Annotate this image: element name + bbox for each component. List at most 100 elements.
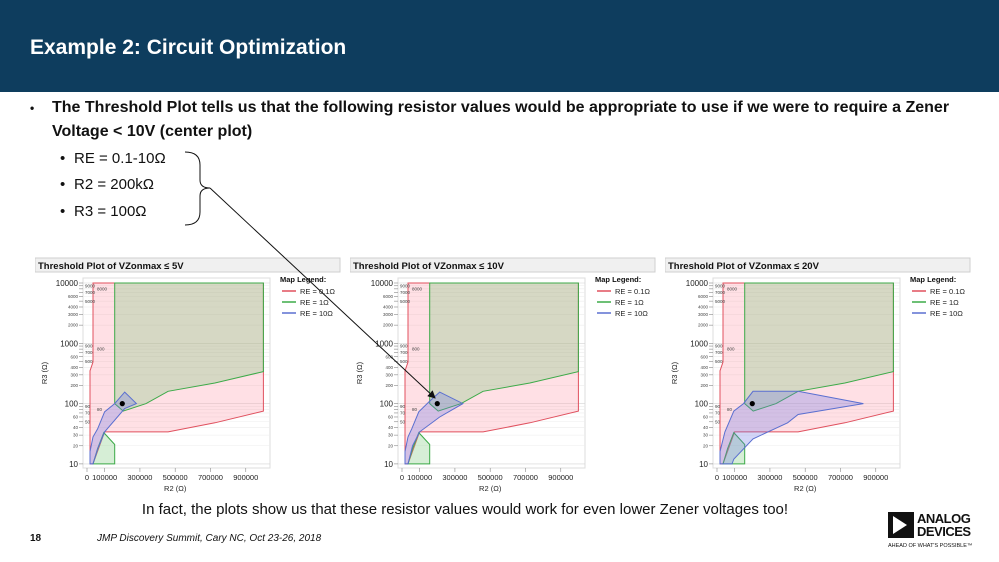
y-minor-tick-label: 60: [703, 415, 709, 420]
x-tick-label: 100000: [407, 473, 432, 482]
y-minor-tick-label: 9000: [715, 283, 726, 288]
x-tick-label: 700000: [198, 473, 223, 482]
y-minor-tick-label: 2000: [68, 323, 79, 328]
y-minor-tick-label: 400: [700, 365, 708, 370]
y-minor-tick-label: 70: [400, 411, 406, 416]
legend-title: Map Legend:: [910, 275, 956, 284]
y-minor-tick-label: 400: [385, 365, 393, 370]
analog-devices-logo: ANALOG DEVICES AHEAD OF WHAT'S POSSIBLE™: [888, 512, 973, 554]
y-minor-tick-label: 7000: [85, 290, 96, 295]
y-tick-label: 100: [65, 400, 79, 409]
y-minor-tick-label: 500: [400, 359, 408, 364]
y-minor-tick-label: 60: [388, 415, 394, 420]
x-axis-label: R2 (Ω): [794, 484, 817, 493]
slide-header: Example 2: Circuit Optimization: [0, 0, 999, 92]
y-minor-tick-label: 800: [97, 347, 105, 352]
main-bullet-text: The Threshold Plot tells us that the fol…: [52, 99, 950, 140]
sub-bullet-text: R3 = 100Ω: [74, 203, 147, 220]
y-tick-label: 100: [695, 400, 709, 409]
y-minor-tick-label: 5000: [715, 299, 726, 304]
y-minor-tick-label: 4000: [698, 305, 709, 310]
y-minor-tick-label: 9000: [85, 283, 96, 288]
y-minor-tick-label: 3000: [68, 312, 79, 317]
logo-triangle-icon: [888, 512, 914, 538]
y-minor-tick-label: 40: [388, 425, 394, 430]
y-minor-tick-label: 500: [85, 359, 93, 364]
y-tick-label: 10: [384, 460, 393, 469]
y-tick-label: 10: [69, 460, 78, 469]
y-minor-tick-label: 200: [70, 383, 78, 388]
x-tick-label: 900000: [548, 473, 573, 482]
y-minor-tick-label: 7000: [400, 290, 411, 295]
y-minor-tick-label: 40: [73, 425, 79, 430]
x-tick-label: 500000: [793, 473, 818, 482]
x-tick-label: 300000: [442, 473, 467, 482]
slide-title: Example 2: Circuit Optimization: [30, 36, 347, 59]
y-tick-label: 1000: [690, 339, 708, 348]
bullet-marker: •: [60, 150, 66, 167]
conference-label: JMP Discovery Summit, Cary NC, Oct 23-26…: [97, 533, 322, 544]
x-tick-label: 0: [85, 473, 89, 482]
bracket: [184, 151, 211, 226]
y-minor-tick-label: 8000: [412, 286, 423, 291]
y-minor-tick-label: 50: [85, 419, 91, 424]
x-tick-label: 500000: [478, 473, 503, 482]
y-minor-tick-label: 90: [400, 404, 406, 409]
legend-label: RE = 0.1Ω: [930, 287, 965, 296]
main-bullet: • The Threshold Plot tells us that the f…: [30, 96, 960, 144]
bullet-marker: •: [30, 101, 35, 115]
y-minor-tick-label: 6000: [383, 294, 394, 299]
y-minor-tick-label: 3000: [698, 312, 709, 317]
page-number: 18: [30, 533, 42, 544]
threshold-plot-5v: Threshold Plot of VZonmax ≤ 5V 10 100 1000 1…: [34, 255, 350, 505]
x-tick-label: 900000: [863, 473, 888, 482]
logo-text: DEVICES: [917, 524, 971, 539]
y-tick-label: 1000: [60, 339, 78, 348]
y-minor-tick-label: 300: [700, 372, 708, 377]
threshold-plot-20v: Threshold Plot of VZonmax ≤ 20V 10 100 1000…: [664, 255, 980, 505]
legend-label: RE = 1Ω: [300, 298, 329, 307]
y-minor-tick-label: 900: [85, 344, 93, 349]
x-tick-label: 500000: [163, 473, 188, 482]
y-minor-tick-label: 70: [85, 411, 91, 416]
y-minor-tick-label: 30: [703, 433, 709, 438]
y-minor-tick-label: 80: [412, 407, 418, 412]
y-minor-tick-label: 30: [388, 433, 394, 438]
x-axis-label: R2 (Ω): [479, 484, 502, 493]
y-minor-tick-label: 600: [70, 354, 78, 359]
region-re-1-: [407, 431, 431, 465]
x-tick-label: 0: [715, 473, 719, 482]
threshold-plot-10v: Threshold Plot of VZonmax ≤ 10V 10 100 1000…: [349, 255, 665, 505]
plot-area: [712, 277, 901, 469]
legend-label: RE = 10Ω: [615, 309, 648, 318]
y-minor-tick-label: 6000: [68, 294, 79, 299]
y-minor-tick-label: 600: [700, 354, 708, 359]
legend-label: RE = 0.1Ω: [300, 287, 335, 296]
legend-label: RE = 1Ω: [615, 298, 644, 307]
y-minor-tick-label: 200: [700, 383, 708, 388]
y-minor-tick-label: 400: [70, 365, 78, 370]
legend-label: RE = 10Ω: [930, 309, 963, 318]
y-minor-tick-label: 4000: [68, 305, 79, 310]
y-minor-tick-label: 7000: [715, 290, 726, 295]
y-tick-label: 10000: [686, 279, 709, 288]
y-tick-label: 10000: [56, 279, 79, 288]
selected-point: [119, 401, 125, 407]
plot-title-bar: [664, 257, 971, 273]
logo-tagline: AHEAD OF WHAT'S POSSIBLE™: [888, 543, 973, 549]
y-minor-tick-label: 90: [715, 404, 721, 409]
y-minor-tick-label: 50: [715, 419, 721, 424]
y-minor-tick-label: 700: [85, 350, 93, 355]
y-minor-tick-label: 2000: [383, 323, 394, 328]
region-re-1-: [722, 431, 746, 465]
y-axis-label: R3 (Ω): [670, 361, 679, 384]
y-minor-tick-label: 800: [727, 347, 735, 352]
y-minor-tick-label: 300: [70, 372, 78, 377]
y-minor-tick-label: 3000: [383, 312, 394, 317]
y-minor-tick-label: 20: [73, 443, 79, 448]
footnote: In fact, the plots show us that these re…: [141, 501, 789, 518]
plot-title: Threshold Plot of VZonmax ≤ 10V: [353, 261, 505, 272]
y-tick-label: 10000: [371, 279, 394, 288]
selected-point: [749, 401, 755, 407]
region-re-10-: [89, 391, 138, 465]
